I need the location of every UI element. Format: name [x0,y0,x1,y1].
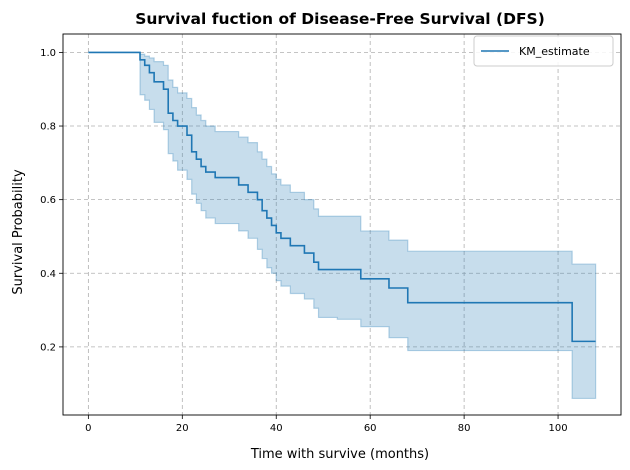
y-tick-label: 0.4 [40,269,56,280]
legend-box [473,35,614,67]
chart-title: Survival fuction of Disease-Free Surviva… [135,10,545,28]
y-tick-label: 0.6 [40,195,56,206]
legend: KM_estimate [473,35,614,67]
x-tick-label: 80 [458,423,471,434]
x-tick-label: 100 [549,423,568,434]
y-axis-ticks: 0.2 0.4 0.6 0.8 1.0 [40,48,63,353]
x-tick-label: 60 [364,423,377,434]
plot-frame [62,33,622,416]
x-axis-label: Time with survive (months) [250,447,429,462]
y-tick-label: 0.8 [40,122,56,133]
x-gridlines [87,34,559,415]
x-axis-ticks: 0 20 40 60 80 100 [85,415,568,434]
km-estimate-line [88,51,596,343]
x-tick-label: 20 [176,423,189,434]
x-tick-label: 40 [270,423,283,434]
y-tick-label: 0.2 [40,342,56,353]
plot-area [62,33,622,416]
confidence-band [88,51,597,400]
y-axis-label: Survival Probability [11,169,26,295]
y-tick-label: 1.0 [40,48,56,59]
legend-label: KM_estimate [519,45,590,58]
x-tick-label: 0 [85,423,91,434]
